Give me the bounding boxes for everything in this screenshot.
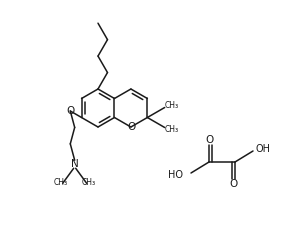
Text: CH₃: CH₃ <box>54 178 68 187</box>
Text: HO: HO <box>168 170 183 180</box>
Text: N: N <box>71 159 79 169</box>
Text: CH₃: CH₃ <box>165 125 179 134</box>
Text: O: O <box>230 179 238 189</box>
Text: CH₃: CH₃ <box>82 178 96 187</box>
Text: O: O <box>206 135 214 145</box>
Text: OH: OH <box>255 144 270 154</box>
Text: CH₃: CH₃ <box>165 101 179 110</box>
Text: O: O <box>66 106 74 116</box>
Text: O: O <box>128 122 136 132</box>
